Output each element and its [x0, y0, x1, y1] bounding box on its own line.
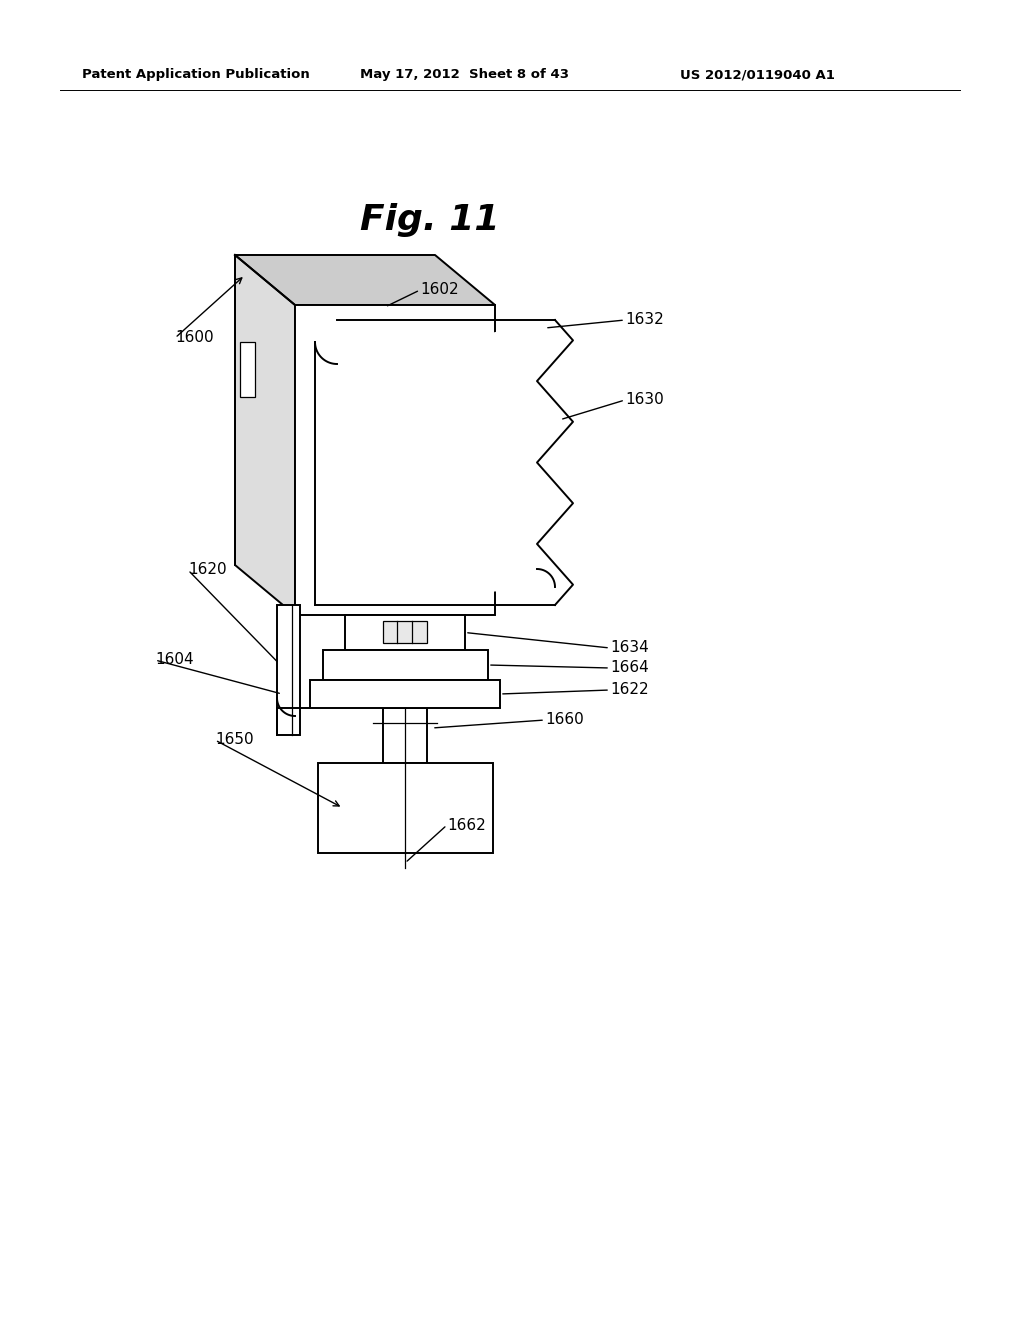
Text: May 17, 2012  Sheet 8 of 43: May 17, 2012 Sheet 8 of 43 — [360, 69, 569, 81]
Text: Fig. 11: Fig. 11 — [360, 203, 500, 238]
Text: 1604: 1604 — [155, 652, 194, 668]
Polygon shape — [234, 255, 295, 615]
Text: 1650: 1650 — [215, 733, 254, 747]
Bar — [383, 620, 427, 643]
Text: 1664: 1664 — [610, 660, 649, 676]
Text: 1630: 1630 — [625, 392, 664, 408]
Text: US 2012/0119040 A1: US 2012/0119040 A1 — [680, 69, 835, 81]
Text: Patent Application Publication: Patent Application Publication — [82, 69, 309, 81]
Text: 1660: 1660 — [545, 713, 584, 727]
Text: 1634: 1634 — [610, 640, 649, 656]
Bar — [310, 680, 500, 708]
Text: 1600: 1600 — [175, 330, 214, 346]
Bar — [278, 605, 300, 735]
Bar — [295, 305, 495, 615]
Bar — [318, 763, 493, 853]
Bar — [345, 615, 465, 649]
Text: 1662: 1662 — [447, 817, 485, 833]
Bar — [323, 649, 488, 680]
Text: 1622: 1622 — [610, 682, 648, 697]
Text: 1620: 1620 — [188, 562, 226, 578]
Polygon shape — [234, 255, 495, 305]
Bar — [383, 708, 427, 763]
Text: 1632: 1632 — [625, 313, 664, 327]
Bar — [240, 342, 255, 397]
Text: 1602: 1602 — [420, 282, 459, 297]
Polygon shape — [315, 319, 555, 605]
